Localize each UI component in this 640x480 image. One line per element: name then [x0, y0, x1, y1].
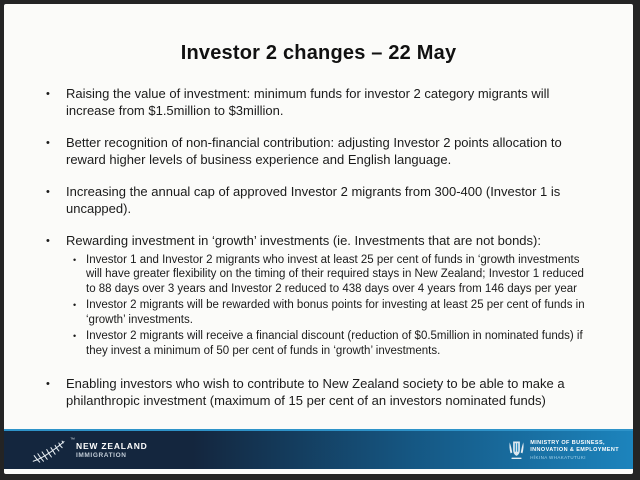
bullet-item-3: • Increasing the annual cap of approved … — [44, 184, 595, 217]
footer-bar: ™ NEW ZEALAND IMMIGRATION — [4, 429, 633, 469]
nz-logo-line1: NEW ZEALAND — [76, 441, 148, 451]
mbie-logo-text: MINISTRY OF BUSINESS, INNOVATION & EMPLO… — [530, 440, 619, 461]
bullet-text: Increasing the annual cap of approved In… — [66, 184, 561, 216]
bullet-marker: • — [46, 235, 50, 247]
sub-bullet-list: • Investor 1 and Investor 2 migrants who… — [66, 253, 595, 359]
mbie-logo: MINISTRY OF BUSINESS, INNOVATION & EMPLO… — [508, 439, 619, 461]
sub-bullet-marker: • — [73, 331, 77, 341]
nz-logo-text: NEW ZEALAND IMMIGRATION — [76, 441, 148, 459]
nz-logo-line2: IMMIGRATION — [76, 452, 127, 459]
sub-bullet-item-3: • Investor 2 migrants will receive a fin… — [66, 329, 595, 358]
mbie-logo-line2: INNOVATION & EMPLOYMENT — [530, 446, 619, 453]
bullet-item-1: • Raising the value of investment: minim… — [44, 86, 595, 119]
bullet-text: Better recognition of non-financial cont… — [66, 135, 562, 167]
sub-bullet-text: Investor 2 migrants will be rewarded wit… — [86, 299, 585, 326]
sub-bullet-text: Investor 1 and Investor 2 migrants who i… — [86, 253, 584, 295]
silver-fern-icon — [32, 440, 65, 463]
bullet-text: Enabling investors who wish to contribut… — [66, 376, 565, 408]
mbie-logo-maori-name: HĪKINA WHAKATUTUKI — [530, 455, 586, 461]
sub-bullet-marker: • — [73, 254, 77, 265]
bullet-marker: • — [46, 186, 50, 198]
bullet-text: Raising the value of investment: minimum… — [66, 86, 550, 118]
sub-bullet-marker: • — [73, 300, 77, 310]
bullet-item-5: • Enabling investors who wish to contrib… — [44, 376, 595, 409]
sub-bullet-text: Investor 2 migrants will receive a finan… — [86, 330, 583, 357]
nz-immigration-logo: ™ NEW ZEALAND IMMIGRATION — [30, 436, 148, 464]
trademark-symbol: ™ — [70, 437, 75, 443]
bullet-list: • Raising the value of investment: minim… — [4, 86, 633, 409]
bullet-item-4: • Rewarding investment in ‘growth’ inves… — [44, 233, 595, 360]
mbie-crest-icon — [509, 441, 524, 459]
sub-bullet-item-2: • Investor 2 migrants will be rewarded w… — [66, 298, 595, 327]
bullet-marker: • — [46, 378, 50, 390]
bullet-text: Rewarding investment in ‘growth’ investm… — [66, 233, 541, 248]
bullet-text-wrap: Rewarding investment in ‘growth’ investm… — [66, 233, 595, 360]
sub-bullet-item-1: • Investor 1 and Investor 2 migrants who… — [66, 253, 595, 297]
mbie-logo-line1: MINISTRY OF BUSINESS, — [530, 439, 605, 446]
presentation-slide: Investor 2 changes – 22 May • Raising th… — [4, 4, 633, 474]
slide-title: Investor 2 changes – 22 May — [180, 42, 457, 64]
bullet-marker: • — [46, 88, 50, 100]
bullet-item-2: • Better recognition of non-financial co… — [44, 135, 595, 168]
bullet-marker: • — [46, 137, 50, 149]
